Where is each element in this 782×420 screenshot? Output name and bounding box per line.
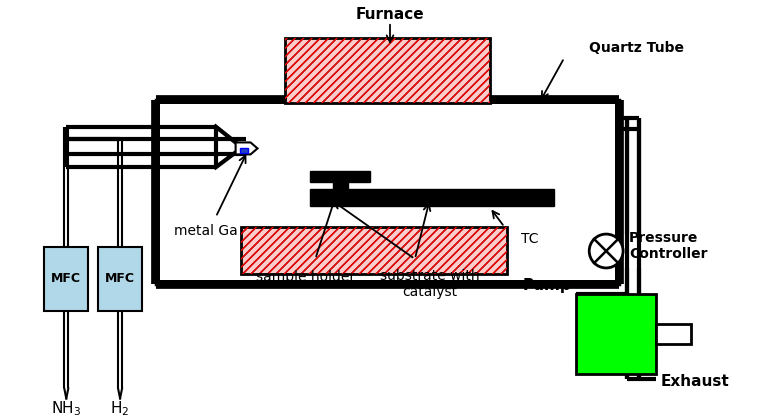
Text: Exhaust: Exhaust [661,374,730,389]
Text: MFC: MFC [105,273,135,286]
Text: Pump: Pump [522,278,572,294]
Bar [285,38,490,102]
Circle shape [589,234,623,268]
Text: Furnace: Furnace [356,8,425,22]
Bar [576,294,656,373]
Bar [310,171,370,182]
Text: sample holder: sample holder [256,270,355,284]
Bar [156,100,619,284]
Text: MFC: MFC [52,273,81,286]
Bar [656,324,691,344]
Bar [310,189,554,206]
Bar [241,227,507,274]
Text: metal Ga: metal Ga [174,224,238,238]
Bar [241,227,507,274]
Bar [333,182,348,199]
Polygon shape [239,148,248,153]
Text: substrate with
catalyst: substrate with catalyst [380,269,479,299]
Text: Pressure
Controller: Pressure Controller [629,231,708,261]
Text: TC: TC [522,232,539,246]
Text: H$_2$: H$_2$ [110,399,130,418]
Text: Quartz Tube: Quartz Tube [589,41,684,55]
Bar [45,247,88,311]
Bar [160,104,615,280]
Text: NH$_3$: NH$_3$ [51,399,81,418]
Polygon shape [235,142,257,155]
Bar [285,38,490,102]
Bar [99,247,142,311]
